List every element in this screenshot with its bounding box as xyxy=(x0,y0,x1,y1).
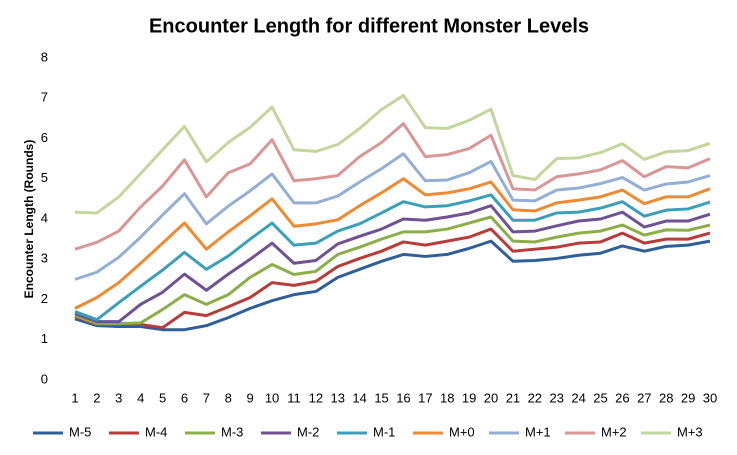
series-line xyxy=(74,193,711,322)
x-tick-label: 10 xyxy=(265,390,279,405)
legend-label: M-2 xyxy=(297,424,319,439)
x-tick-label: 24 xyxy=(571,390,585,405)
series-line xyxy=(74,122,711,251)
legend-label: M-3 xyxy=(221,424,243,439)
series-line xyxy=(74,177,711,310)
y-axis-title: Encounter Length (Rounds) xyxy=(22,140,36,299)
x-tick-label: 4 xyxy=(137,390,144,405)
x-tick-label: 21 xyxy=(506,390,520,405)
y-tick-label: 8 xyxy=(41,49,48,64)
series-line xyxy=(74,227,711,330)
series-line xyxy=(74,239,711,332)
x-tick-label: 3 xyxy=(115,390,122,405)
x-tick-label: 6 xyxy=(181,390,188,405)
x-tick-label: 15 xyxy=(374,390,388,405)
y-tick-label: 7 xyxy=(41,90,48,105)
x-tick-label: 2 xyxy=(93,390,100,405)
legend-label: M+0 xyxy=(449,424,475,439)
y-tick-label: 0 xyxy=(41,371,48,386)
x-tick-label: 22 xyxy=(528,390,542,405)
x-tick-label: 20 xyxy=(484,390,498,405)
x-tick-label: 27 xyxy=(637,390,651,405)
legend-label: M-5 xyxy=(69,424,91,439)
x-tick-label: 14 xyxy=(352,390,366,405)
x-tick-label: 9 xyxy=(247,390,254,405)
x-tick-label: 29 xyxy=(681,390,695,405)
legend-label: M-4 xyxy=(145,424,167,439)
x-tick-label: 17 xyxy=(418,390,432,405)
x-tick-label: 13 xyxy=(331,390,345,405)
x-tick-label: 23 xyxy=(549,390,563,405)
y-tick-label: 6 xyxy=(41,130,48,145)
y-tick-label: 5 xyxy=(41,170,48,185)
y-tick-label: 1 xyxy=(41,331,48,346)
x-tick-label: 30 xyxy=(703,390,717,405)
x-tick-label: 26 xyxy=(615,390,629,405)
legend-label: M+2 xyxy=(601,424,627,439)
x-tick-label: 12 xyxy=(309,390,323,405)
y-tick-label: 4 xyxy=(41,210,48,225)
y-tick-label: 2 xyxy=(41,291,48,306)
chart-title: Encounter Length for different Monster L… xyxy=(149,15,589,37)
legend-label: M-1 xyxy=(373,424,395,439)
legend-label: M+1 xyxy=(525,424,551,439)
x-tick-label: 7 xyxy=(203,390,210,405)
y-tick-label: 3 xyxy=(41,251,48,266)
x-tick-label: 1 xyxy=(71,390,78,405)
legend-label: M+3 xyxy=(677,424,703,439)
x-tick-label: 19 xyxy=(462,390,476,405)
x-tick-label: 18 xyxy=(440,390,454,405)
x-tick-label: 11 xyxy=(287,390,301,405)
x-tick-label: 25 xyxy=(593,390,607,405)
series-line xyxy=(74,93,711,215)
x-tick-label: 5 xyxy=(159,390,166,405)
series-line xyxy=(74,204,711,324)
x-tick-label: 8 xyxy=(225,390,232,405)
x-tick-label: 28 xyxy=(659,390,673,405)
series-line xyxy=(74,152,711,281)
x-tick-label: 16 xyxy=(396,390,410,405)
series-line xyxy=(74,215,711,326)
